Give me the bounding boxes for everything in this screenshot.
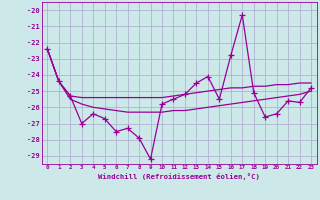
X-axis label: Windchill (Refroidissement éolien,°C): Windchill (Refroidissement éolien,°C)	[98, 173, 260, 180]
